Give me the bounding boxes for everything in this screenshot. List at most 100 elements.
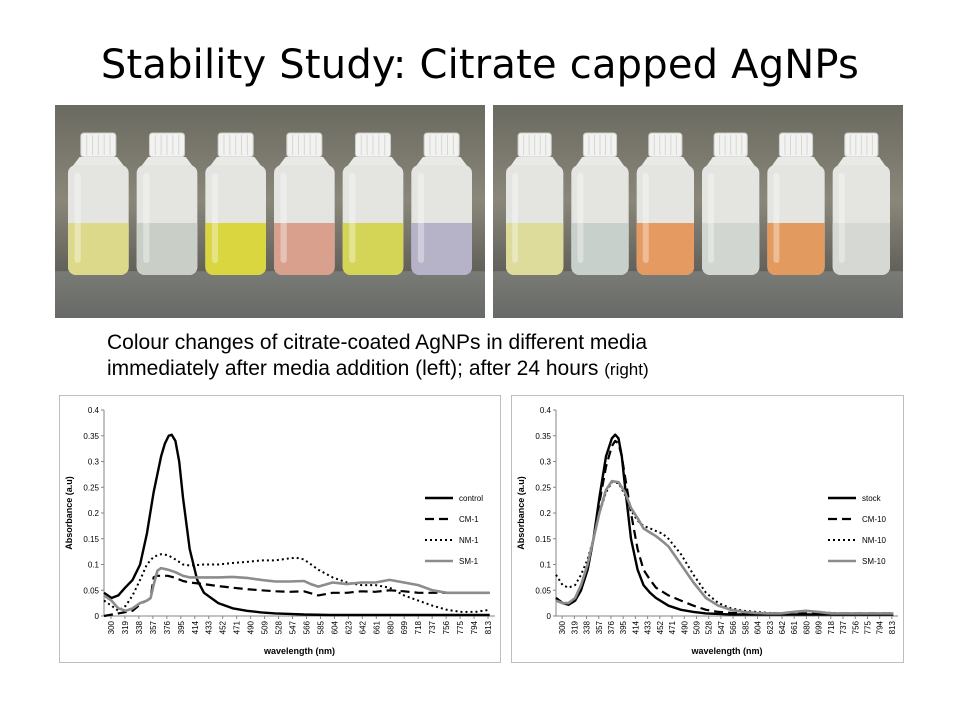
- chart-right-x-tick-label: 452: [656, 620, 665, 634]
- photo-right-bottle-liquid-top: [832, 223, 890, 233]
- chart-left-y-tick-label: 0.2: [88, 509, 100, 518]
- photo-right-bottle-highlight: [708, 173, 715, 263]
- photo-left-bottle: [68, 132, 129, 275]
- photo-left-bottle-liquid-top: [411, 223, 472, 233]
- chart-left-series-nm-1-line: [103, 553, 490, 613]
- chart-left-x-tick-label: 756: [442, 620, 451, 634]
- photo-right-bottle: [636, 132, 694, 275]
- chart-right-x-tick-label: 661: [790, 620, 799, 634]
- chart-right-x-tick-label: 813: [888, 620, 897, 634]
- chart-right-x-tick-label: 775: [863, 620, 872, 634]
- chart-right-x-tick-label: 680: [802, 620, 811, 634]
- chart-right-y-tick-label: 0.4: [540, 406, 552, 415]
- chart-right-y-tick-label: 0.3: [540, 458, 552, 467]
- photo-left-bottle: [274, 132, 335, 275]
- photo-left-bottle: [411, 132, 472, 275]
- caption-line-1: Colour changes of citrate-coated AgNPs i…: [107, 331, 648, 354]
- chart-left-x-tick-label: 699: [400, 620, 409, 634]
- chart-left-legend-label: NM-1: [459, 536, 479, 545]
- chart-right-y-tick-label: 0.05: [535, 586, 551, 595]
- chart-left-x-tick-label: 680: [386, 620, 395, 634]
- chart-right-x-tick-label: 566: [729, 620, 738, 634]
- chart-right-x-tick-label: 357: [595, 620, 604, 634]
- chart-left-x-tick-label: 509: [261, 620, 270, 634]
- photo-left-bottle-highlight: [280, 173, 287, 263]
- chart-right-x-tick-label: 756: [851, 620, 860, 634]
- photo-left-bottle-liquid: [205, 223, 266, 275]
- photo-left-bottle-liquid: [136, 223, 198, 275]
- chart-left-x-tick-label: 471: [233, 620, 242, 634]
- photo-right-bottle: [702, 132, 760, 275]
- chart-right-x-tick-label: 547: [717, 620, 726, 634]
- chart-right-x-tick-label: 338: [583, 620, 592, 634]
- chart-right-x-tick-label: 737: [839, 620, 848, 634]
- photo-right-bottle-liquid: [832, 223, 890, 275]
- chart-left-x-tick-label: 547: [289, 620, 298, 634]
- photo-left-bottle-liquid-top: [68, 223, 129, 233]
- photo-right-bottle-liquid-top: [767, 223, 825, 233]
- chart-right-x-tick-label: 414: [631, 620, 640, 634]
- photo-left-bottle: [342, 132, 404, 275]
- chart-left-x-tick-label: 395: [177, 620, 186, 634]
- chart-left-y-axis-label: Absorbance (a.u): [64, 476, 74, 550]
- chart-left-x-tick-label: 642: [358, 620, 367, 634]
- chart-left-legend-label: control: [459, 494, 483, 503]
- photo-left-bottle-liquid: [342, 223, 404, 275]
- chart-right-y-tick-label: 0.35: [535, 432, 551, 441]
- chart-right-legend-label: NM-10: [862, 536, 887, 545]
- chart-right-x-tick-label: 395: [619, 620, 628, 634]
- chart-right-x-tick-label: 300: [558, 620, 567, 634]
- chart-right-legend-label: stock: [862, 494, 882, 503]
- chart-left-x-tick-label: 414: [191, 620, 200, 634]
- bottles-photo-initial-drawing: [55, 105, 485, 318]
- photo-left-bottle-highlight: [211, 173, 219, 263]
- chart-left-x-tick-label: 718: [414, 620, 423, 634]
- chart-left-legend-label: CM-1: [459, 515, 479, 524]
- photo-left-bottle-liquid: [274, 223, 335, 275]
- photo-left-table-surface: [55, 271, 485, 318]
- photo-right-bottle: [832, 132, 890, 275]
- photo-right-bottle: [506, 132, 564, 275]
- photo-right-bottle-highlight: [577, 173, 584, 263]
- chart-right-x-tick-label: 794: [876, 620, 885, 634]
- photo-left-bottle: [205, 132, 266, 275]
- chart-right-legend-label: SM-10: [862, 557, 886, 566]
- chart-right-series-nm-10-line: [555, 481, 894, 615]
- chart-right-x-tick-label: 528: [705, 620, 714, 634]
- chart-left-y-tick-label: 0: [95, 612, 100, 621]
- chart-left-x-tick-label: 376: [163, 620, 172, 634]
- chart-right-x-tick-label: 376: [607, 620, 616, 634]
- photo-left-bottle-highlight: [417, 173, 425, 263]
- bottles-photo-24h: [493, 105, 903, 318]
- chart-left-series-control-line: [103, 433, 490, 617]
- chart-left-x-tick-label: 566: [302, 620, 311, 634]
- slide-title: Stability Study: Citrate capped AgNPs: [100, 42, 860, 88]
- caption-line-2-main: immediately after media addition (left);…: [107, 357, 599, 380]
- chart-right-x-tick-label: 699: [815, 620, 824, 634]
- chart-left-y-tick-label: 0.05: [83, 586, 99, 595]
- absorbance-chart-24h: 0 0.05 0.1 0.15 0.2 0.25 0.3 0.35 0.4 300 319 338 35…: [511, 395, 904, 663]
- chart-right-series-stock-line: [555, 433, 894, 616]
- chart-left-x-tick-label: 813: [484, 620, 493, 634]
- chart-left-y-tick-label: 0.1: [88, 561, 100, 570]
- chart-right-y-tick-label: 0.25: [535, 483, 551, 492]
- chart-right-x-tick-label: 471: [668, 620, 677, 634]
- chart-left-x-tick-label: 490: [247, 620, 256, 634]
- bottles-photo-24h-drawing: [493, 105, 903, 318]
- chart-left-x-tick-label: 452: [219, 620, 228, 634]
- photo-left-bottle-liquid-top: [205, 223, 266, 233]
- photo-right-bottle-highlight: [642, 173, 649, 263]
- chart-right-y-axis-label: Absorbance (a.u): [516, 476, 526, 550]
- photo-right-bottle-highlight: [512, 173, 519, 263]
- chart-left-y-tick-label: 0.25: [83, 483, 99, 492]
- chart-left-x-tick-label: 737: [428, 620, 437, 634]
- chart-left-x-tick-label: 338: [135, 620, 144, 634]
- photo-right-bottle-liquid: [571, 223, 629, 275]
- chart-left-x-tick-label: 794: [470, 620, 479, 634]
- photo-left-bottle-liquid: [411, 223, 472, 275]
- chart-right-x-axis-label: wavelength (nm): [690, 646, 762, 656]
- chart-left-y-tick-label: 0.35: [83, 432, 99, 441]
- photo-right-bottle-highlight: [838, 173, 845, 263]
- chart-right-x-tick-label: 718: [827, 620, 836, 634]
- chart-left-x-tick-label: 528: [275, 620, 284, 634]
